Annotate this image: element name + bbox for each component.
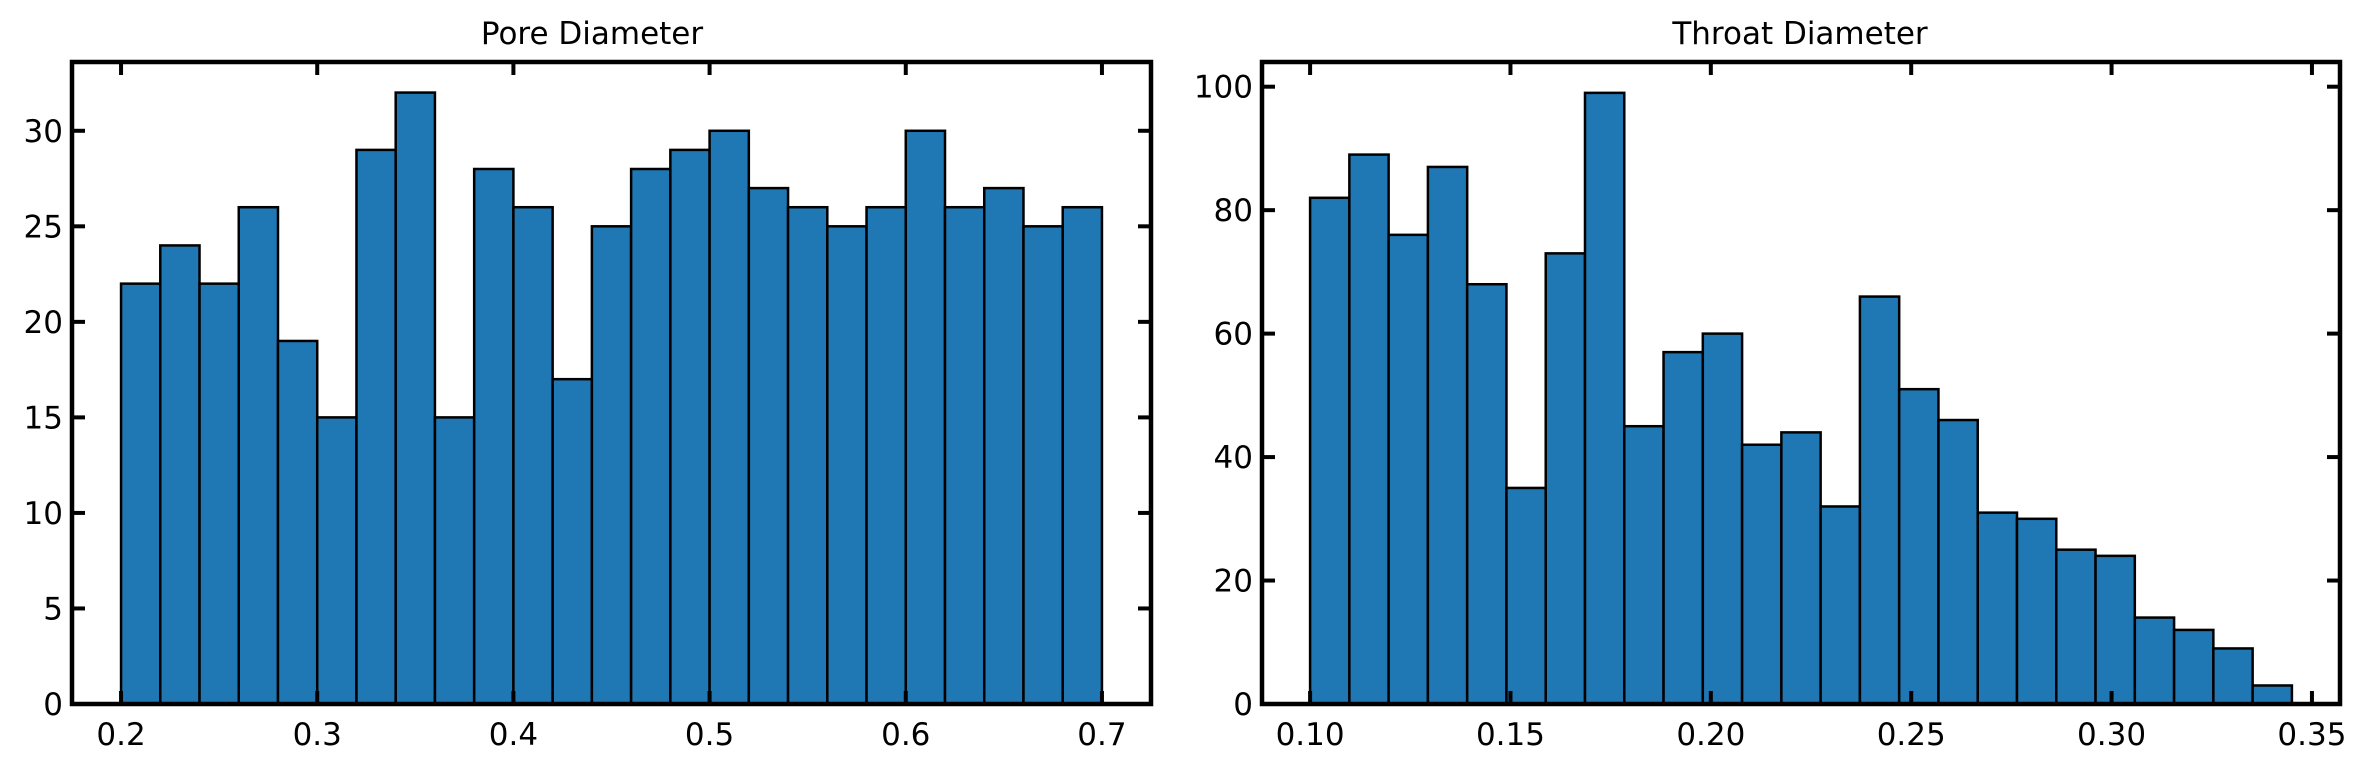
y-tick-label: 80 [1214, 193, 1253, 229]
panel-throat-diameter: Throat Diameter 0.10 0.15 0.20 0.25 0.30 0.35… [1194, 16, 2347, 753]
histogram-bar [198, 282, 241, 706]
x-tick-label: 0.2 [96, 717, 145, 753]
histogram-bar [1426, 165, 1469, 706]
histogram-bar [1937, 418, 1979, 706]
x-tick-label: 0.25 [1877, 717, 1946, 753]
histogram-bar [551, 377, 594, 706]
histogram-bar [1819, 505, 1862, 706]
histogram-bar [1022, 225, 1064, 706]
histogram-bar [1465, 282, 1508, 706]
x-tick-label: 0.35 [2277, 717, 2346, 753]
histogram-bar [747, 186, 790, 706]
x-tick-label: 0.30 [2077, 717, 2146, 753]
bars [119, 91, 1104, 706]
x-tick-label: 0.3 [293, 717, 342, 753]
histogram-bar [708, 129, 751, 706]
histogram-bar [472, 167, 515, 706]
histogram-bar [1623, 424, 1665, 706]
histogram-bar [1662, 350, 1705, 706]
histogram-bar [512, 205, 554, 706]
histogram-bar [237, 205, 280, 706]
histogram-bar [276, 339, 319, 706]
histogram-bar [1858, 295, 1901, 706]
histogram-bar [1701, 332, 1744, 706]
histogram-bar [629, 167, 672, 706]
x-tick-label: 0.15 [1476, 717, 1545, 753]
axes-frame [69, 59, 1154, 707]
histogram-bar [1505, 486, 1547, 706]
histogram-bar [433, 416, 476, 706]
histogram-bar [2094, 554, 2137, 706]
histogram-bar [590, 225, 633, 706]
histogram-bar [865, 205, 908, 706]
y-tick-label: 20 [24, 305, 63, 341]
histogram-bar [315, 416, 358, 706]
ticks: 0.2 0.3 0.4 0.5 0.6 0.7 0 5 10 15 20 25 30 [24, 62, 1151, 753]
histogram-bar [826, 225, 868, 706]
y-tick-label: 0 [43, 687, 63, 723]
y-tick-label: 40 [1214, 440, 1253, 476]
x-tick-label: 0.5 [685, 717, 734, 753]
histogram-bar [2015, 517, 2058, 706]
y-tick-label: 15 [24, 400, 63, 436]
histogram-bar [1061, 205, 1104, 706]
y-tick-label: 5 [43, 591, 63, 627]
histogram-bar [1308, 196, 1351, 706]
axes [69, 59, 1154, 707]
histogram-bar [1976, 511, 2019, 706]
axes [1259, 59, 2343, 707]
histogram-bar [2133, 616, 2176, 706]
x-tick-label: 0.20 [1676, 717, 1745, 753]
histogram-bar [1897, 387, 1940, 706]
y-tick-label: 100 [1194, 70, 1253, 106]
y-tick-label: 20 [1214, 564, 1253, 600]
histogram-bar [1544, 252, 1587, 706]
histogram-bar [355, 148, 397, 706]
histogram-bar [2172, 628, 2215, 706]
histogram-bar [943, 205, 986, 706]
histogram-bar [2212, 647, 2254, 706]
histogram-bar [1348, 153, 1390, 706]
bars [1308, 91, 2294, 706]
x-tick-label: 0.7 [1077, 717, 1126, 753]
histogram-bar [394, 91, 437, 706]
histogram-bar [159, 244, 201, 706]
histogram-bar [1780, 431, 1822, 706]
panel-pore-diameter: Pore Diameter 0.2 0.3 0.4 0.5 0.6 0.7 0 5 10 15 20… [24, 16, 1154, 753]
chart-title: Throat Diameter [1671, 16, 1928, 52]
y-tick-label: 25 [24, 209, 63, 245]
ticks: 0.10 0.15 0.20 0.25 0.30 0.35 0 20 40 60 80 100 [1194, 62, 2346, 753]
histogram-bar [982, 186, 1025, 706]
histogram-bar [669, 148, 711, 706]
axes-frame [1259, 59, 2343, 707]
y-tick-label: 0 [1233, 687, 1253, 723]
histogram-bar [2055, 548, 2097, 706]
x-tick-label: 0.4 [489, 717, 538, 753]
histogram-bar [1583, 91, 1626, 706]
chart-title: Pore Diameter [481, 16, 704, 52]
x-tick-label: 0.6 [881, 717, 930, 753]
y-tick-label: 60 [1214, 317, 1253, 353]
histogram-bar [1387, 233, 1430, 706]
y-tick-label: 30 [24, 114, 63, 150]
histogram-bar [1740, 443, 1783, 706]
histogram-bar [904, 129, 947, 706]
histogram-bar [2251, 684, 2294, 706]
histogram-bar [119, 282, 162, 706]
y-tick-label: 10 [24, 496, 63, 532]
histogram-bar [786, 205, 829, 706]
x-tick-label: 0.10 [1276, 717, 1345, 753]
